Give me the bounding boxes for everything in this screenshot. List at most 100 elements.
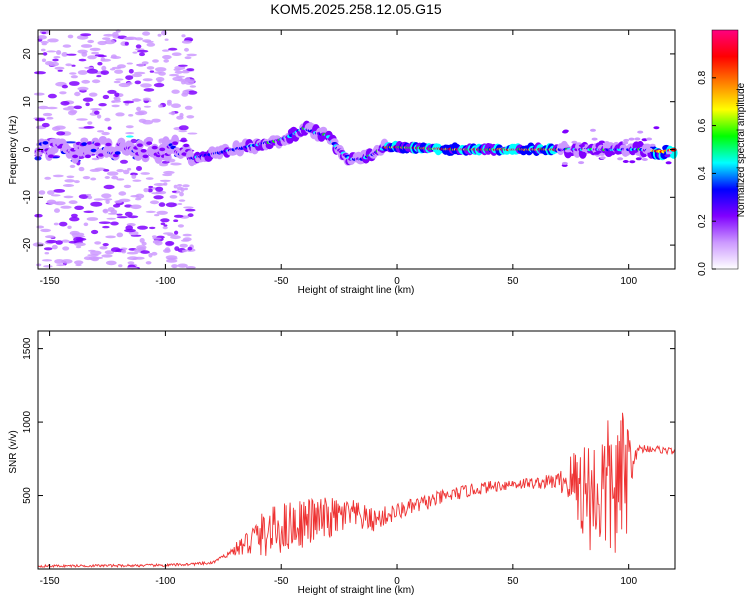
spectrogram-cell <box>52 174 64 178</box>
spectrogram-cell <box>137 225 148 230</box>
spectrogram-cell <box>106 171 119 176</box>
spectrogram-cell <box>37 35 47 40</box>
spectrogram-x-ticks: -150 -100 -50 0 50 100 <box>40 30 637 287</box>
spectrogram-cell <box>162 49 170 52</box>
spectrogram-cell <box>110 56 122 59</box>
spectrogram-cell <box>598 140 605 144</box>
spectrogram-cell <box>74 91 81 97</box>
spectrogram-cell <box>102 225 110 229</box>
spectrogram-cell <box>34 71 46 75</box>
spectrogram-cell <box>123 184 132 189</box>
spectrogram-cell <box>42 112 53 117</box>
spectrogram-y-ticks: -20 -10 0 10 20 <box>22 48 675 252</box>
x-tick-label: 0 <box>394 576 400 587</box>
spectrogram-cell <box>170 111 176 116</box>
spectrogram-cell <box>116 232 124 238</box>
x-tick-label: -150 <box>40 576 60 587</box>
spectrogram-cell <box>110 247 121 253</box>
spectrogram-cell <box>181 40 192 44</box>
colorbar-gradient <box>711 29 739 270</box>
colorbar-ticks: 0.0 0.2 0.4 0.6 0.8 <box>697 70 716 276</box>
spectrogram-cell <box>76 35 89 40</box>
spectrogram-cell <box>165 241 175 246</box>
spectrogram-cell <box>128 69 134 74</box>
spectrogram-cell <box>77 70 88 75</box>
spectrogram-cell <box>48 154 54 158</box>
spectrogram-cell <box>181 70 190 74</box>
spectrogram-cell <box>131 73 143 78</box>
spectrogram-cell <box>75 237 87 241</box>
spectrogram-cell <box>628 137 635 141</box>
spectrogram-cell <box>637 130 644 134</box>
spectrogram-cell <box>57 69 63 72</box>
spectrogram-cell <box>182 89 190 95</box>
spectrogram-cell <box>47 38 59 43</box>
spectrogram-cell <box>41 122 50 128</box>
spectrogram-cell <box>109 68 116 71</box>
spectrogram-cell <box>166 101 172 106</box>
spectrogram-cell <box>107 207 115 212</box>
spectrogram-cell <box>98 153 104 157</box>
spectrogram-cell <box>162 55 172 60</box>
spectrogram-cell <box>146 42 156 47</box>
spectrogram-cell <box>107 126 112 130</box>
spectrogram-cell <box>74 180 80 184</box>
colorbar: 0.0 0.2 0.4 0.6 0.8 Normalized spectral ampl… <box>697 29 747 276</box>
spectrogram-cell <box>181 34 186 38</box>
x-tick-label: 50 <box>507 576 519 587</box>
spectrogram-cell <box>179 112 184 118</box>
spectrogram-cell <box>52 58 59 62</box>
spectrogram-data <box>32 29 678 270</box>
spectrogram-cell <box>67 34 74 39</box>
spectrogram-cell <box>166 259 178 263</box>
spectrogram-cell <box>97 61 103 66</box>
spectrogram-cell <box>69 216 80 222</box>
spectrogram-cell <box>118 264 123 268</box>
spectrogram-cell <box>145 261 152 265</box>
spectrogram-cell <box>114 92 120 98</box>
spectrogram-cell <box>125 36 138 40</box>
spectrogram-cell <box>99 246 108 250</box>
spectrogram-cell <box>84 66 94 69</box>
spectrogram-cell <box>71 232 79 238</box>
spectrogram-cell <box>47 93 57 99</box>
spectrogram-cell <box>85 102 90 107</box>
spectrogram-cell <box>664 154 671 158</box>
spectrogram-cell <box>122 100 135 104</box>
spectrogram-cell <box>90 201 103 207</box>
spectrogram-cell <box>105 235 116 239</box>
spectrogram-cell <box>105 199 110 204</box>
spectrogram-cell <box>125 75 134 80</box>
spectrogram-cell <box>51 244 58 250</box>
spectrogram-cell <box>125 132 135 135</box>
spectrogram-cell <box>68 81 80 86</box>
spectrogram-cell <box>135 197 142 201</box>
spectrogram-cell <box>77 49 88 54</box>
spectrogram-cell <box>118 198 131 203</box>
spectrogram-cell <box>145 210 156 213</box>
spectrogram-cell <box>130 138 138 144</box>
spectrogram-cell <box>85 154 91 159</box>
spectrogram-cell <box>135 44 142 49</box>
spectrogram-cell <box>102 209 108 213</box>
colorbar-tick-label: 0.0 <box>697 262 708 276</box>
spectrogram-cell <box>91 79 101 84</box>
spectrogram-cell <box>64 179 75 183</box>
spectrogram-cell <box>135 111 145 116</box>
spectrogram-cell <box>120 159 128 164</box>
spectrogram-cell <box>93 198 104 201</box>
x-tick-label: -150 <box>40 276 60 287</box>
spectrogram-cell <box>140 250 150 254</box>
spectrogram-cell <box>178 130 188 133</box>
spectrogram-cell <box>149 70 155 73</box>
spectrogram-cell <box>53 201 66 206</box>
spectrogram-cell <box>136 106 142 112</box>
spectrogram-cell <box>104 250 115 255</box>
spectrogram-cell <box>152 240 160 244</box>
spectrogram-cell <box>106 217 117 220</box>
spectrogram-cell <box>182 233 192 237</box>
spectrogram-cell <box>181 152 188 156</box>
spectrogram-cell <box>102 37 111 40</box>
spectrogram-cell <box>115 78 124 81</box>
spectrogram-cell <box>87 195 93 200</box>
